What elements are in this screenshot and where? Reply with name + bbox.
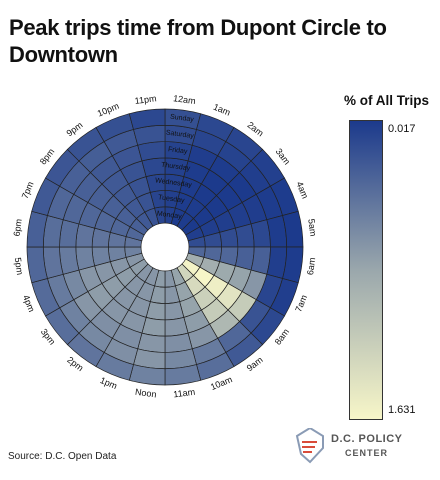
day-label-tuesday: Tuesday [158,194,186,204]
radial-heatmap: 12am1am2am3am4am5am6am7am8am9am10am11amN… [12,93,319,400]
hour-label-10am: 10am [209,374,234,392]
hour-label-11am: 11am [173,387,196,400]
hour-label-11pm: 11pm [134,93,157,106]
hour-label-4am: 4am [294,180,310,200]
hour-label-2am: 2am [245,120,265,139]
chart-title: Peak trips time from Dupont Circle to Do… [9,15,387,67]
hour-label-9pm: 9pm [65,120,85,139]
heatmap-cell-thursday-11am [164,316,189,337]
hour-label-12am: 12am [173,93,197,106]
hour-label-1am: 1am [212,102,232,118]
heatmap-cell-thursday-5pm [75,246,96,271]
legend-color-bar [349,120,383,420]
legend-max-label: 0.017 [388,123,416,135]
hour-label-6am: 6am [305,257,317,276]
legend-title: % of All Trips [344,93,430,108]
day-label-friday: Friday [168,146,189,156]
heatmap-cell-sunday-11pm [128,108,166,130]
hour-label-5pm: 5pm [13,257,25,276]
day-label-monday: Monday [156,210,182,220]
hour-label-7pm: 7pm [20,180,36,200]
day-label-saturday: Saturday [165,129,194,140]
dc-map-icon [295,428,324,464]
day-label-wednesday: Wednesday [155,177,193,189]
hour-label-8pm: 8pm [38,147,57,167]
heatmap-cells [26,108,304,386]
hour-label-1pm: 1pm [99,375,119,391]
hour-label-3am: 3am [274,147,293,167]
source-note: Source: D.C. Open Data [8,451,117,462]
legend-min-label: 1.631 [388,404,416,416]
hour-label-10pm: 10pm [96,101,121,119]
day-labels: Monday Tuesday Wednesday Thursday Friday Satu… [155,114,195,221]
day-label-sunday: Sunday [170,114,195,124]
brand-line2: CENTER [345,448,389,458]
hour-label-6pm: 6pm [12,218,24,237]
day-label-thursday: Thursday [161,162,191,173]
heatmap-cell-thursday-5am [234,223,255,248]
hour-label-noon: Noon [134,387,157,400]
brand-line1: D.C. POLICY [331,433,403,445]
hour-label-5am: 5am [306,218,318,237]
brand-logo: D.C. POLICY CENTER [293,428,403,468]
hour-label-7am: 7am [293,293,309,313]
hour-label-4pm: 4pm [21,293,37,313]
